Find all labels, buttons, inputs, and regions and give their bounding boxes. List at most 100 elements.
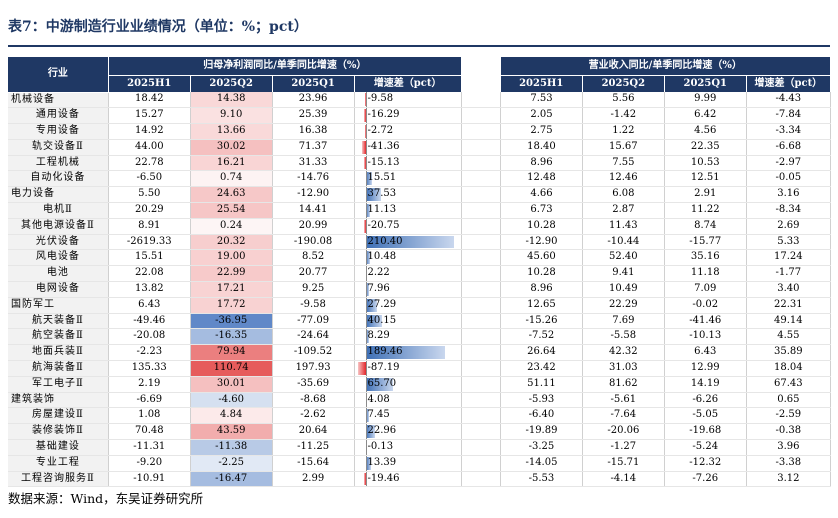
diff-bar — [361, 140, 366, 154]
profit-q2-cell: -16.47 — [190, 471, 273, 488]
revenue-diff-cell: 3.40 — [746, 281, 832, 298]
table-row: 电力设备 5.50 24.63 -12.90 37.53 4.66 6.08 2.91 3.16 — [8, 186, 832, 204]
diff-bar — [363, 472, 366, 486]
profit-q2-cell: 17.72 — [190, 297, 273, 314]
industry-name: 军工电子Ⅱ — [8, 376, 109, 393]
revenue-q2-cell: 6.08 — [582, 186, 665, 204]
industry-name: 航天装备Ⅱ — [8, 313, 109, 330]
profit-q1-cell: 71.37 — [272, 139, 355, 156]
table-row: 电机Ⅱ 20.29 25.54 14.41 11.13 6.73 2.87 11.22 -8.3… — [8, 202, 832, 219]
industry-name: 其他电源设备Ⅱ — [8, 218, 109, 235]
revenue-diff-cell: -0.05 — [746, 170, 832, 188]
diff-value: -87.19 — [367, 362, 400, 374]
profit-h1-cell: 1.08 — [108, 407, 191, 425]
revenue-q1-cell: 10.53 — [664, 155, 747, 172]
profit-q1-cell: 20.77 — [272, 265, 355, 283]
revenue-q2-cell: 2.87 — [582, 202, 665, 219]
diff-value: -19.46 — [367, 472, 400, 484]
column-gap — [461, 265, 502, 283]
revenue-h1-cell: 12.65 — [500, 297, 583, 314]
profit-diff-cell: 189.46 — [354, 344, 462, 362]
industry-name: 自动化设备 — [8, 170, 109, 188]
revenue-h1-cell: 12.48 — [500, 170, 583, 188]
profit-diff-cell: 13.39 — [354, 455, 462, 472]
revenue-diff-cell: -4.43 — [746, 92, 832, 109]
revenue-q1-cell: 6.42 — [664, 107, 747, 125]
revenue-q1-cell: -10.13 — [664, 328, 747, 346]
profit-h1-cell: 20.29 — [108, 202, 191, 219]
diff-bar — [364, 109, 366, 123]
profit-diff-cell: -15.13 — [354, 155, 462, 172]
profit-diff-cell: 11.13 — [354, 202, 462, 219]
revenue-h1-cell: 26.64 — [500, 344, 583, 362]
column-gap — [461, 249, 502, 267]
header-revenue-group: 营业收入同比/单季同比增速（%） — [500, 57, 831, 76]
revenue-h1-cell: 10.28 — [500, 265, 583, 283]
revenue-diff-cell: -8.34 — [746, 202, 832, 219]
profit-h1-cell: -6.69 — [108, 392, 191, 409]
table-row: 专业工程 -9.20 -2.25 -15.64 13.39 -14.05 -15.71 -12… — [8, 455, 832, 472]
profit-q1-cell: 197.93 — [272, 360, 355, 377]
industry-name: 专业工程 — [8, 455, 109, 472]
revenue-diff-cell: 17.24 — [746, 249, 832, 267]
revenue-h1-cell: -19.89 — [500, 423, 583, 441]
diff-bar — [365, 409, 369, 423]
revenue-q1-cell: 11.18 — [664, 265, 747, 283]
diff-bar-axis — [365, 408, 367, 423]
column-gap — [461, 186, 502, 204]
revenue-diff-cell: 18.04 — [746, 360, 832, 377]
revenue-q1-cell: 12.99 — [664, 360, 747, 377]
revenue-q2-cell: -5.61 — [582, 392, 665, 409]
profit-q2-cell: -2.25 — [190, 455, 273, 472]
revenue-q2-cell: 7.69 — [582, 313, 665, 330]
profit-q2-cell: 30.02 — [190, 139, 273, 156]
revenue-q2-cell: 1.22 — [582, 123, 665, 140]
revenue-diff-cell: 2.69 — [746, 218, 832, 235]
diff-bar — [363, 219, 366, 233]
profit-h1-cell: 18.42 — [108, 92, 191, 109]
diff-bar — [365, 172, 373, 186]
table-row: 航空装备Ⅱ -20.08 -16.35 -24.64 8.29 -7.52 -5.58 -10… — [8, 328, 832, 346]
profit-h1-cell: 6.43 — [108, 297, 191, 314]
diff-value: 7.96 — [367, 283, 390, 295]
profit-diff-cell: 8.29 — [354, 328, 462, 346]
profit-q1-cell: -8.68 — [272, 392, 355, 409]
profit-q2-cell: 30.01 — [190, 376, 273, 393]
table-row: 光伏设备 -2619.33 20.32 -190.08 210.40 -12.90 -10.… — [8, 234, 832, 251]
diff-bar-axis — [365, 139, 367, 155]
revenue-q1-cell: -12.32 — [664, 455, 747, 472]
profit-diff-cell: -87.19 — [354, 360, 462, 377]
diff-value: 8.29 — [367, 330, 390, 342]
table-row: 基础建设 -11.31 -11.38 -11.25 -0.13 -3.25 -1.27 -5.… — [8, 439, 832, 456]
table-row: 工程咨询服务Ⅱ -10.91 -16.47 2.99 -19.46 -5.53 -4.14-… — [8, 471, 832, 488]
revenue-q1-cell: -15.77 — [664, 234, 747, 251]
diff-bar — [364, 156, 366, 170]
profit-q2-cell: 79.94 — [190, 344, 273, 362]
revenue-diff-cell: 3.12 — [746, 471, 832, 488]
column-gap — [461, 202, 502, 219]
table-row: 其他电源设备Ⅱ 8.91 0.24 20.99 -20.75 10.28 11.43 8.74… — [8, 218, 832, 235]
column-gap — [461, 218, 502, 235]
header-revenue-diff: 增速差（pct） — [746, 75, 832, 92]
revenue-q2-cell: 81.62 — [582, 376, 665, 393]
profit-q1-cell: -35.69 — [272, 376, 355, 393]
profit-q2-cell: 22.99 — [190, 265, 273, 283]
diff-bar-axis — [365, 266, 367, 281]
revenue-q2-cell: -1.27 — [582, 439, 665, 456]
profit-q1-cell: 20.99 — [272, 218, 355, 235]
performance-table: 行业 归母净利润同比/单季同比增速（%） 营业收入同比/单季同比增速（%） 20… — [8, 57, 832, 488]
diff-bar-axis — [365, 392, 367, 407]
diff-value: -2.72 — [367, 125, 394, 137]
column-gap — [461, 471, 502, 488]
diff-bar-axis — [365, 345, 367, 360]
profit-h1-cell: 44.00 — [108, 139, 191, 156]
profit-q2-cell: 17.21 — [190, 281, 273, 298]
revenue-h1-cell: 51.11 — [500, 376, 583, 393]
revenue-h1-cell: 18.40 — [500, 139, 583, 156]
profit-q2-cell: -36.95 — [190, 313, 273, 330]
column-gap — [461, 376, 502, 393]
revenue-h1-cell: -14.05 — [500, 455, 583, 472]
diff-value: 13.39 — [367, 456, 397, 468]
diff-bar — [365, 425, 376, 439]
diff-bar — [365, 314, 383, 328]
